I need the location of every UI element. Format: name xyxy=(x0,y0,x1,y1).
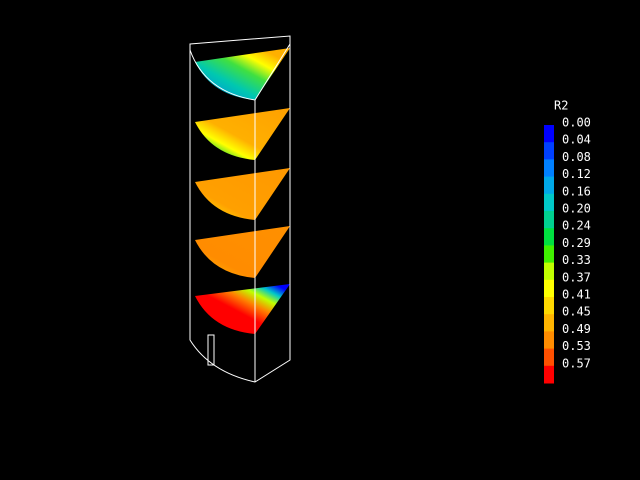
colorbar-swatch xyxy=(544,331,554,350)
colorbar-swatch xyxy=(544,193,554,212)
colorbar-title: R2 xyxy=(554,99,568,113)
colorbar-label: 0.16 xyxy=(562,184,591,198)
colorbar-swatch xyxy=(544,176,554,195)
colorbar-swatch xyxy=(544,125,554,143)
colorbar-label: 0.24 xyxy=(562,219,591,233)
slices xyxy=(195,48,290,334)
colorbar-swatch xyxy=(544,142,554,160)
slice xyxy=(195,284,290,334)
slice xyxy=(195,48,290,100)
colorbar-swatch xyxy=(544,159,554,178)
slice xyxy=(195,226,290,278)
slice xyxy=(195,108,290,160)
colorbar-swatch xyxy=(544,245,554,264)
colorbar-swatch xyxy=(544,262,554,281)
colorbar-swatch xyxy=(544,228,554,246)
colorbar-swatch xyxy=(544,365,554,384)
colorbar-label: 0.41 xyxy=(562,288,591,302)
colorbar-swatch xyxy=(544,314,554,332)
colorbar-label: 0.45 xyxy=(562,305,591,319)
colorbar-swatch xyxy=(544,348,554,367)
colorbar-label: 0.08 xyxy=(562,150,591,164)
domain-outline xyxy=(189,35,291,383)
colorbar-swatch xyxy=(544,211,554,229)
colorbar-swatch xyxy=(544,297,554,315)
colorbar-label: 0.12 xyxy=(562,167,591,181)
colorbar-label: 0.33 xyxy=(562,253,591,267)
colorbar-label: 0.53 xyxy=(562,339,591,353)
colorbar-label: 0.49 xyxy=(562,322,591,336)
colorbar-label: 0.20 xyxy=(562,202,591,216)
colorbar-label: 0.57 xyxy=(562,356,591,370)
colorbar-label: 0.37 xyxy=(562,270,591,284)
colorbar-swatch xyxy=(544,279,554,298)
colorbar-label: 0.04 xyxy=(562,133,591,147)
slice xyxy=(195,168,290,220)
colorbar-label: 0.29 xyxy=(562,236,591,250)
colorbar-label: 0.00 xyxy=(562,116,591,130)
